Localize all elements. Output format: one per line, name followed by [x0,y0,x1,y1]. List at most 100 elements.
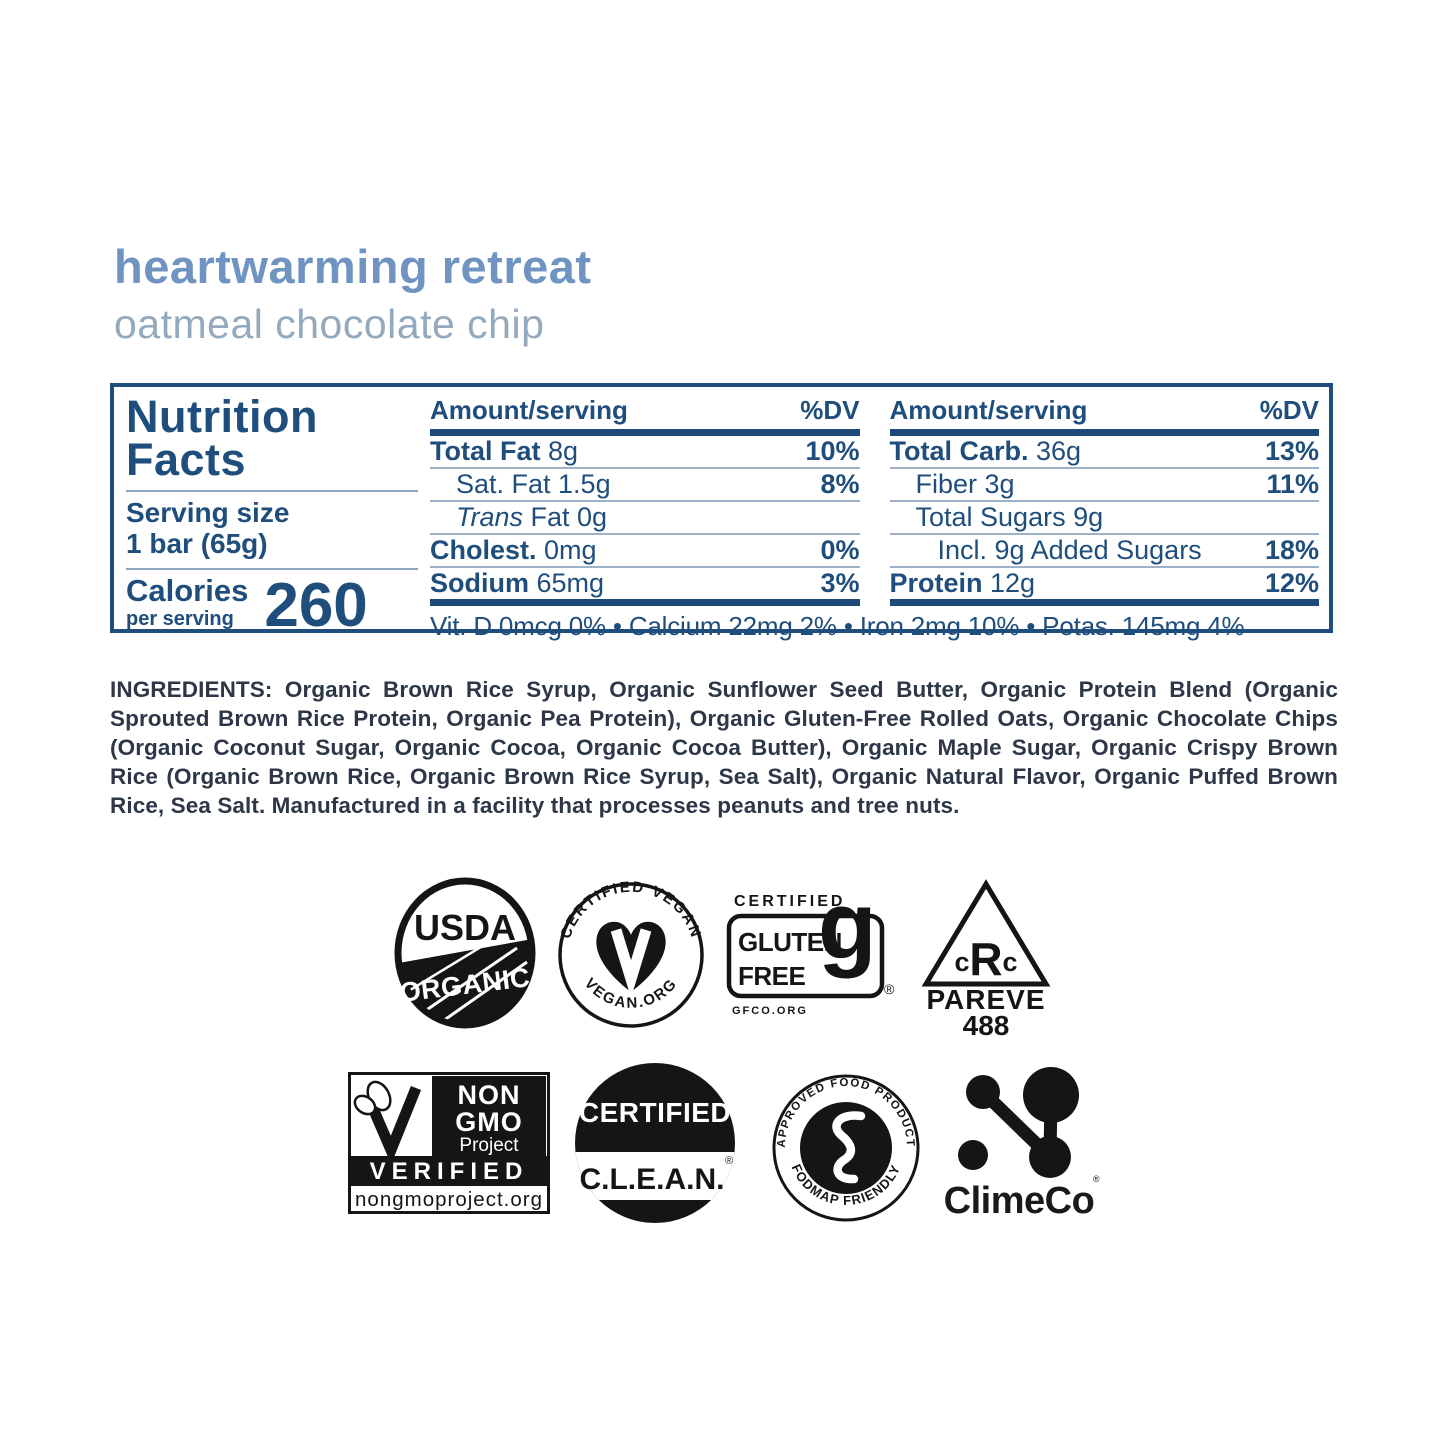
certified-vegan-badge: CERTIFIED VEGAN VEGAN.ORG [557,880,704,1028]
ingredients-label: INGREDIENTS: [110,676,273,702]
nutrition-columns: Amount/serving %DV Total Fat 8g 10% Sat. F… [430,395,1319,606]
usda-text: USDA [414,907,516,948]
gf-registered-mark: ® [884,981,895,997]
crc-pareve-badge: c R c PAREVE 488 [921,879,1051,1040]
non-gmo-badge: NON GMO Project VERIFIED nongmoproject.o… [348,1072,550,1214]
nongmo-verified-text: VERIFIED [370,1158,529,1185]
nutrition-row: Sodium 65mg 3% [430,566,860,599]
climeco-molecule-icon [958,1067,1079,1178]
nutrition-row: Total Carb. 36g 13% [890,436,1320,467]
nutrition-row: Trans Fat 0g [430,500,860,533]
nutrient-label: Cholest. 0mg [430,535,597,565]
nutrient-dv-value: 12% [1264,568,1319,598]
climeco-registered-mark: ® [1093,1174,1100,1184]
climeco-name-text: ClimeCo [944,1180,1095,1220]
divider [126,568,418,570]
crc-c1: c [954,947,969,977]
nongmo-verified-band [351,1156,547,1186]
nutrient-label: Total Carb. 36g [889,436,1082,466]
fodmap-friendly-badge: APPROVED FOOD PRODUCT FODMAP FRIENDLY [772,1074,920,1222]
nutrient-dv-value: 8% [820,469,860,499]
nongmo-non: NON [458,1080,521,1110]
nutrition-row: Protein 12g 12% [889,566,1319,599]
nutrient-dv-value: 10% [805,436,860,466]
gf-free-text: FREE [738,961,806,991]
nutrition-facts-title: Nutrition Facts [126,394,418,485]
crc-number: 488 [963,1010,1010,1040]
nutrient-label: Total Fat 8g [430,436,579,466]
gf-org-text: GFCO.ORG [732,1005,808,1017]
nongmo-box [432,1076,546,1156]
nutrient-label: Trans Fat 0g [456,502,608,532]
crc-triangle-icon [921,879,1051,987]
gf-g-icon: g [818,888,877,979]
nutrition-row: Incl. 9g Added Sugars 18% [889,533,1319,566]
clean-band [575,1152,735,1200]
calories-sublabel: per serving [126,608,234,630]
nongmo-project: Project [459,1135,519,1156]
crc-c2: c [1002,947,1017,977]
nutrient-dv-value: 3% [820,568,860,598]
nutrition-facts-left-column: Nutrition Facts Serving size 1 bar (65g)… [114,387,422,640]
nongmo-butterfly-wing [353,1094,377,1116]
dv-header: %DV [800,395,860,425]
nutrient-label: Protein 12g [889,568,1036,598]
nutrition-row: Fiber 3g 11% [889,467,1319,500]
crc-r: R [969,933,1002,985]
calories-block: Calories per serving 260 [126,571,418,640]
divider [126,490,418,492]
product-title: heartwarming retreat [114,240,592,293]
nutrient-dv-value: 0% [820,535,860,565]
amount-serving-header: Amount/serving [889,395,1088,425]
product-subtitle: oatmeal chocolate chip [114,301,545,347]
clean-certified-text: CERTIFIED [579,1097,731,1128]
nutrient-dv-value: 18% [1264,535,1319,565]
nutrient-label: Sat. Fat 1.5g [456,469,611,499]
nutrition-facts-body: Amount/serving %DV Total Fat 8g 10% Sat. F… [422,387,1329,641]
nutrition-row: Sat. Fat 1.5g 8% [430,467,860,500]
nutrition-row: Cholest. 0mg 0% [430,533,860,566]
nongmo-url: nongmoproject.org [355,1188,543,1211]
vegan-v-icon [610,928,652,998]
certified-clean-badge: CERTIFIED C.L.E.A.N. ® [575,1063,735,1223]
serving-size: Serving size 1 bar (65g) [126,497,418,559]
clean-name-text: C.L.E.A.N. [579,1163,724,1196]
micronutrients-line: Vit. D 0mcg 0% • Calcium 22mg 2% • Iron … [430,611,1245,641]
nutrient-label: Incl. 9g Added Sugars [937,535,1202,565]
clean-registered-mark: ® [725,1155,733,1167]
gf-gluten-text: GLUTEN [738,927,842,957]
nutrition-rows: Total Fat 8g 10% Sat. Fat 1.5g 8% Trans Fat … [430,436,860,599]
nutrition-facts-panel: Nutrition Facts Serving size 1 bar (65g)… [110,383,1333,641]
nutrient-label: Total Sugars 9g [915,502,1104,532]
column-header: Amount/serving %DV [889,395,1319,436]
calories-label: Calories [126,573,249,608]
nutrition-row: Total Fat 8g 10% [430,436,860,467]
calories-value: 260 [264,571,368,640]
nongmo-gmo: GMO [455,1107,523,1137]
climeco-badge: ® ClimeCo [944,1067,1100,1220]
nutrition-column-right: Amount/serving %DV Total Carb. 36g 13% Fib… [889,395,1320,606]
product-header: heartwarming retreat oatmeal chocolate c… [114,243,592,345]
nutrition-facts-title-line2: Facts [126,434,247,485]
ingredients-text: Organic Brown Rice Syrup, Organic Sunflo… [110,676,1338,818]
ingredients-paragraph: INGREDIENTS: Organic Brown Rice Syrup, O… [110,675,1338,820]
dv-header: %DV [1259,395,1319,425]
gf-certified-text: CERTIFIED [734,893,845,910]
crc-pareve-text: PAREVE [926,984,1045,1015]
column-header: Amount/serving %DV [430,395,860,436]
nutrition-rows: Total Carb. 36g 13% Fiber 3g 11% Total Sugar… [889,436,1320,599]
nutrient-dv-value: 11% [1266,469,1319,499]
amount-serving-header: Amount/serving [430,395,628,425]
serving-size-value: 1 bar (65g) [126,528,268,559]
nutrition-column-left: Amount/serving %DV Total Fat 8g 10% Sat. F… [430,395,860,606]
gluten-free-badge: CERTIFIED GLUTEN FREE g ® GFCO.ORG [726,888,895,1017]
nutrient-dv-value: 13% [1264,436,1319,466]
nutrition-row: Total Sugars 9g [889,500,1319,533]
nongmo-sprout-icon [366,1085,422,1165]
nutrient-label: Sodium 65mg [430,568,605,598]
calories-labels: Calories per serving [126,575,248,629]
serving-size-label: Serving size [126,497,290,528]
nutrient-label: Fiber 3g [915,469,1015,499]
usda-organic-badge: USDA ORGANIC [394,877,536,1029]
